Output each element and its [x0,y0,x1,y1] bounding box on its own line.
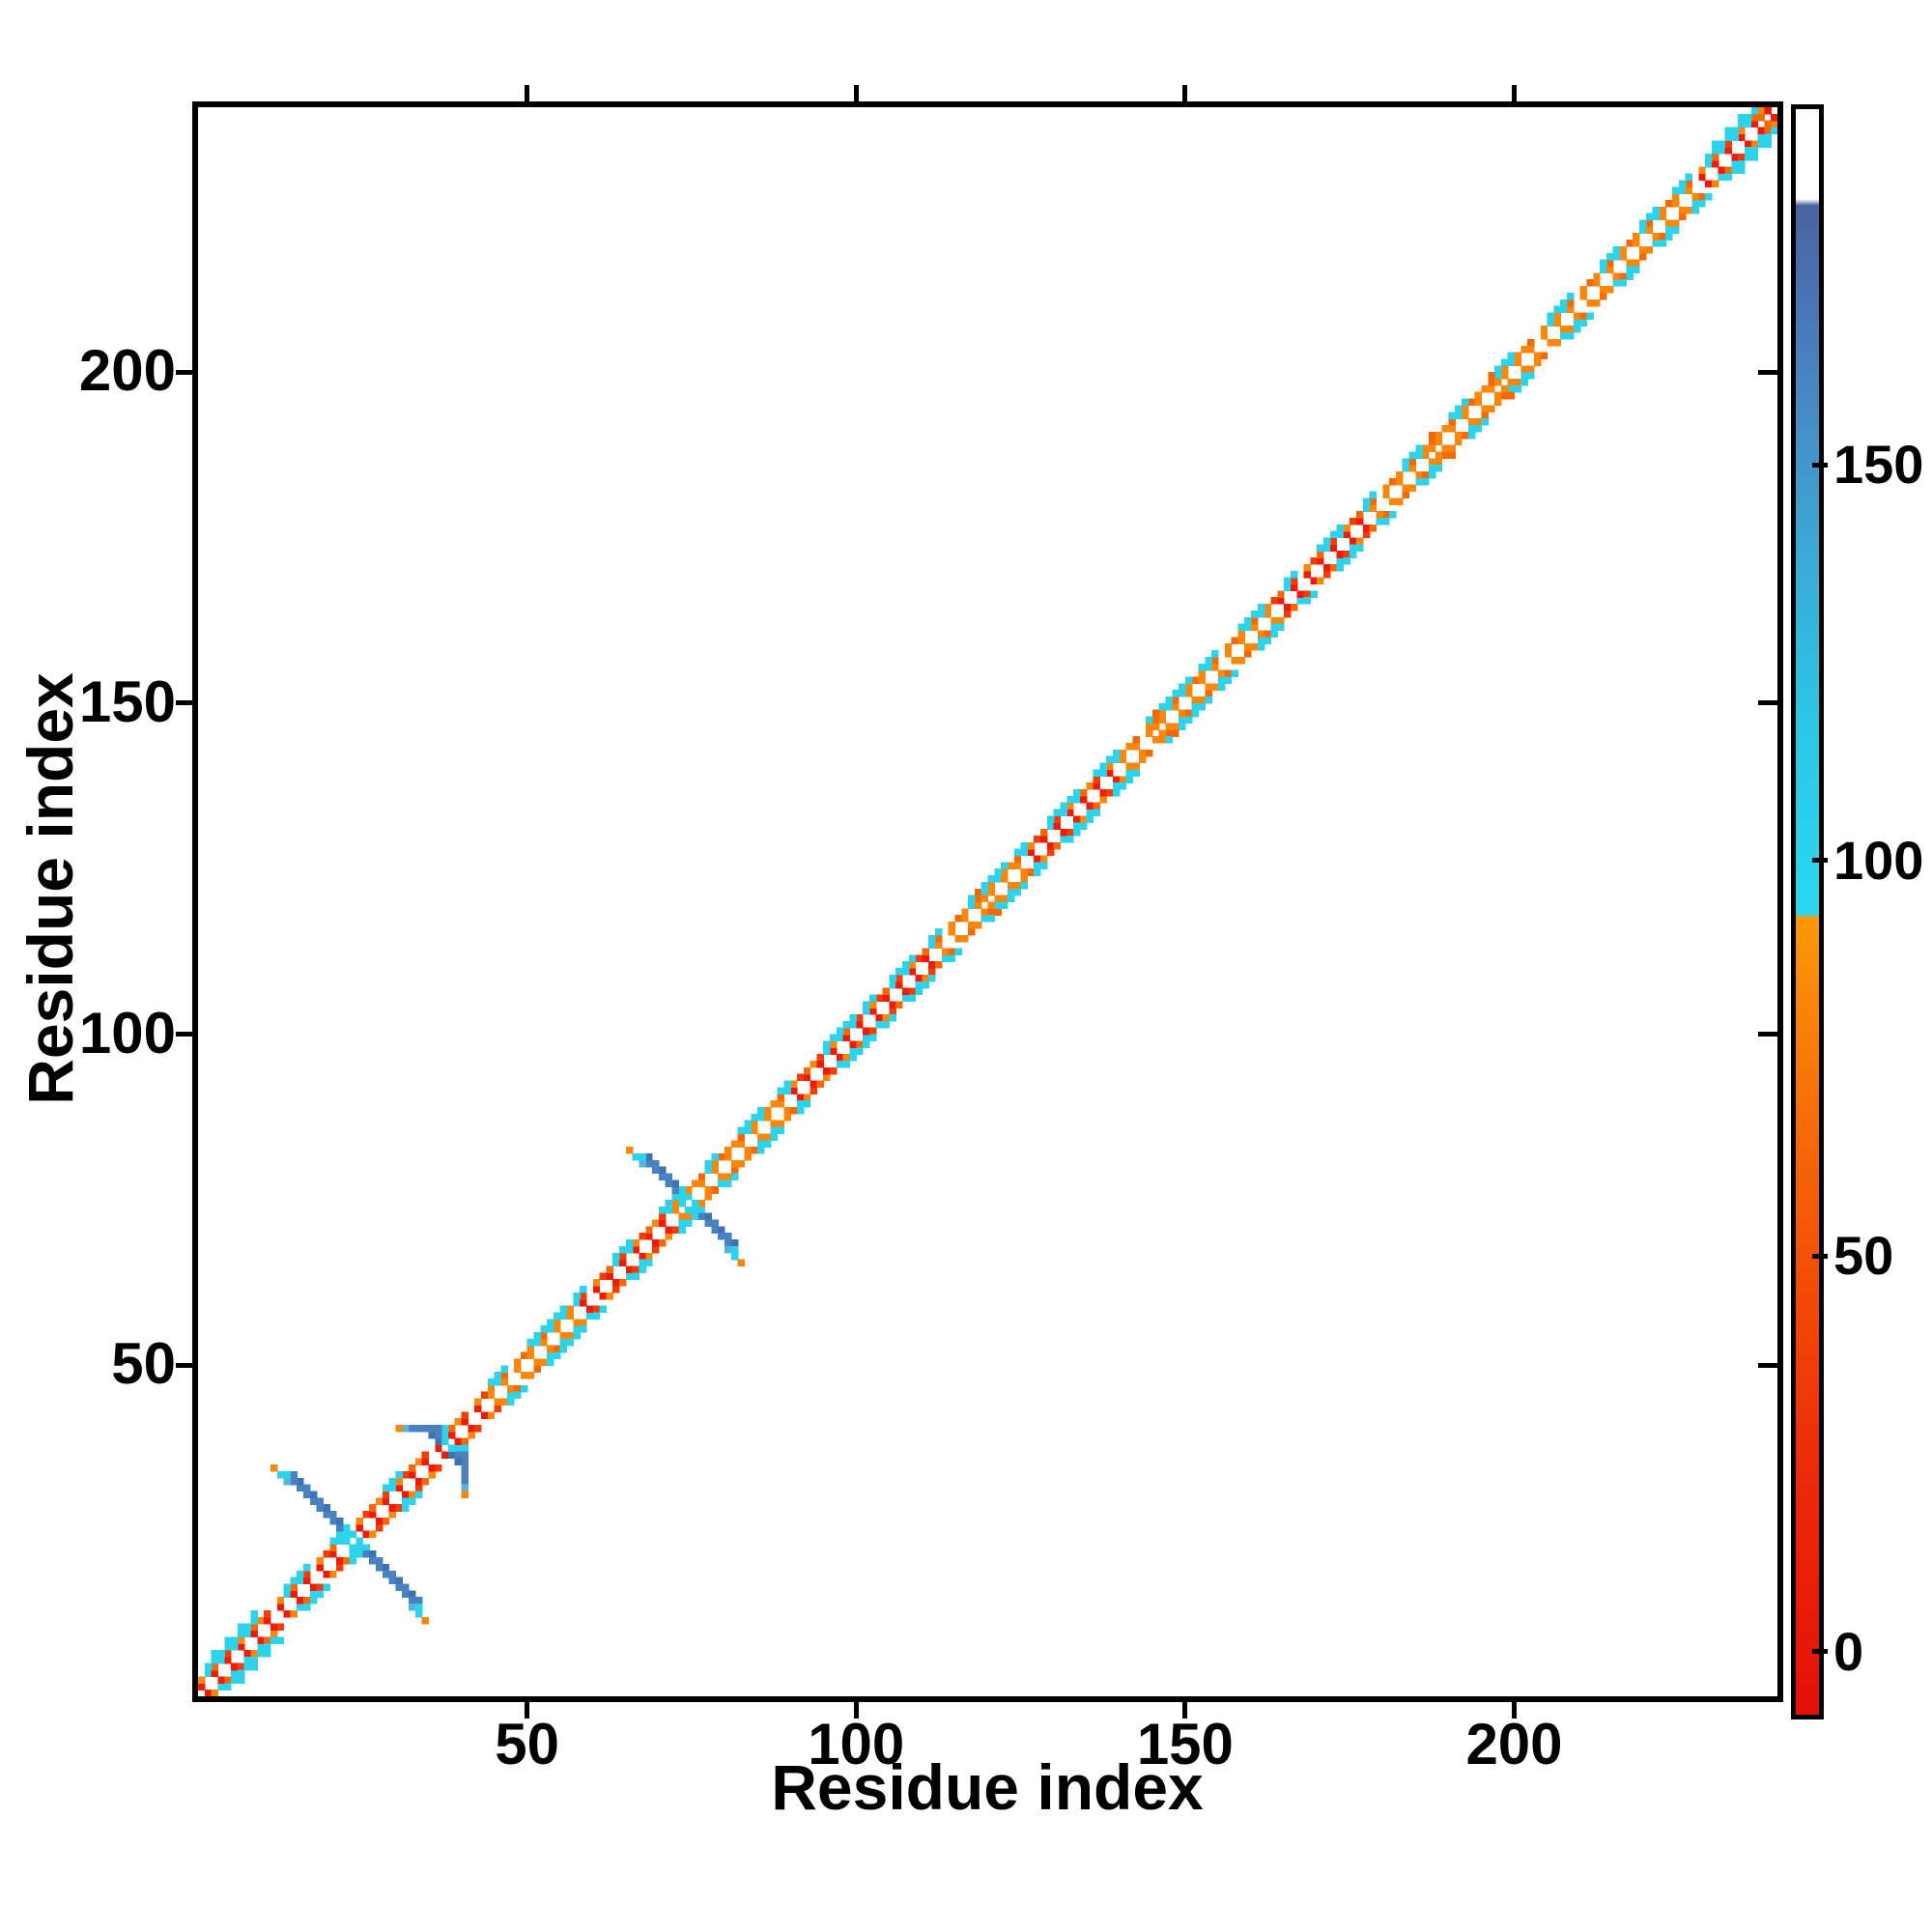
colorbar-tick-mark [1812,462,1828,468]
x-tick-mark-top [1512,85,1517,101]
y-tick-mark [176,700,192,706]
y-tick-label: 50 [111,1331,176,1397]
x-tick-mark [1512,1702,1517,1719]
x-tick-mark [853,1702,859,1719]
x-axis-title: Residue index [771,1751,1204,1823]
y-tick-mark-right [1758,369,1777,375]
colorbar-gradient [1796,109,1819,1715]
contact-map-heatmap [198,107,1777,1696]
y-tick-mark [176,1362,192,1368]
y-tick-label: 150 [78,668,176,734]
y-tick-mark [176,369,192,375]
x-tick-mark-top [525,85,530,101]
y-tick-mark [176,1032,192,1037]
x-tick-mark [1182,1702,1188,1719]
y-tick-label: 100 [78,1000,176,1065]
colorbar-tick-label: 50 [1833,1225,1894,1287]
x-tick-label: 150 [1136,1712,1234,1776]
y-tick-label: 200 [78,338,176,404]
y-tick-mark-right [1758,1032,1777,1037]
y-axis-title: Residue index [14,672,86,1105]
y-tick-mark-right [1758,700,1777,706]
x-tick-label: 50 [495,1712,559,1776]
colorbar [1791,104,1824,1719]
x-tick-label: 200 [1465,1712,1563,1776]
x-tick-label: 100 [808,1712,905,1776]
colorbar-tick-label: 150 [1833,434,1924,496]
colorbar-tick-label: 0 [1833,1620,1864,1682]
x-tick-mark-top [1182,85,1188,101]
y-tick-mark-right [1758,1362,1777,1368]
x-tick-mark [525,1702,530,1719]
colorbar-tick-mark [1812,1649,1828,1654]
colorbar-tick-label: 100 [1833,829,1924,891]
x-tick-mark-top [853,85,859,101]
colorbar-tick-mark [1812,858,1828,864]
colorbar-tick-mark [1812,1253,1828,1259]
